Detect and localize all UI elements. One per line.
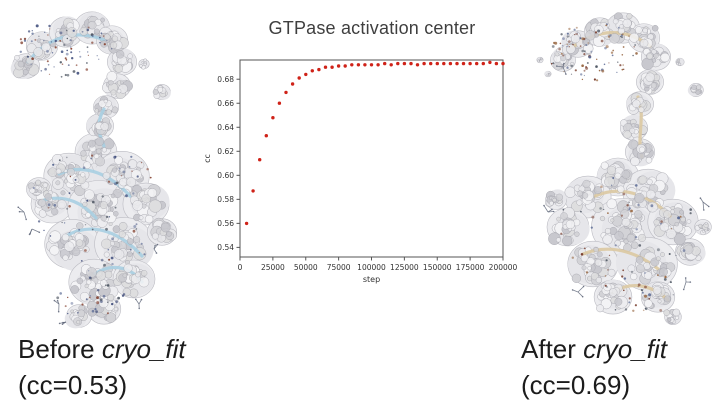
svg-text:75000: 75000 <box>327 263 351 272</box>
before-label-program-name: cryo_fit <box>101 334 186 364</box>
svg-text:0.56: 0.56 <box>217 219 234 228</box>
svg-text:step: step <box>363 275 380 284</box>
after-cc-value: (cc=0.69) <box>521 370 631 400</box>
chart-title: GTPase activation center <box>268 18 476 38</box>
after-label-program-name: cryo_fit <box>583 334 667 364</box>
svg-text:0.66: 0.66 <box>217 99 234 108</box>
svg-text:200000: 200000 <box>489 263 518 272</box>
svg-text:150000: 150000 <box>423 263 452 272</box>
svg-text:175000: 175000 <box>456 263 485 272</box>
before-caption-line1: Before cryo_fit <box>18 331 186 367</box>
svg-text:0.64: 0.64 <box>217 123 234 132</box>
before-cc-value: (cc=0.53) <box>18 370 128 400</box>
before-density-map-image <box>10 11 178 329</box>
after-density-map-image <box>536 12 712 325</box>
before-caption: Before cryo_fit (cc=0.53) <box>18 331 186 403</box>
svg-text:0.58: 0.58 <box>217 195 234 204</box>
after-caption: After cryo_fit (cc=0.69) <box>521 331 667 403</box>
svg-text:100000: 100000 <box>357 263 386 272</box>
svg-text:125000: 125000 <box>390 263 419 272</box>
cc-convergence-chart: 0 25000 50000 75000 100000 125000 150000 175000… <box>203 59 518 284</box>
svg-text:25000: 25000 <box>261 263 285 272</box>
svg-text:0.62: 0.62 <box>217 147 234 156</box>
svg-text:cc: cc <box>203 154 212 163</box>
after-label-prefix: After <box>521 334 584 364</box>
svg-text:0.68: 0.68 <box>217 75 234 84</box>
before-label-prefix: Before <box>18 334 102 364</box>
svg-text:50000: 50000 <box>294 263 318 272</box>
svg-text:0.60: 0.60 <box>217 171 234 180</box>
svg-text:0: 0 <box>238 263 243 272</box>
after-caption-line1: After cryo_fit <box>521 331 667 367</box>
svg-text:0.54: 0.54 <box>217 243 234 252</box>
